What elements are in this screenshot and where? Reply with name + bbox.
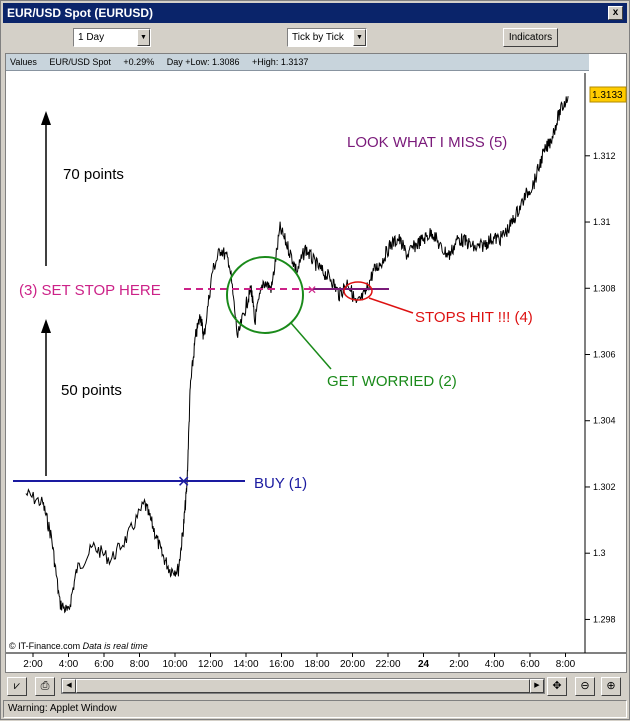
scroll-thumb[interactable] xyxy=(76,679,530,693)
scroll-left-icon[interactable]: ◀ xyxy=(62,679,76,693)
symbol-label: EUR/USD Spot xyxy=(49,57,111,67)
zoom-out-icon[interactable]: ⊖ xyxy=(575,677,595,696)
move-icon[interactable]: ✥ xyxy=(547,677,567,696)
title-bar: EUR/USD Spot (EURUSD) x xyxy=(3,3,627,23)
close-button[interactable]: x xyxy=(608,6,623,20)
chevron-down-icon[interactable]: ▼ xyxy=(137,29,150,46)
change-label: +0.29% xyxy=(123,57,155,67)
values-label: Values xyxy=(10,57,37,67)
chart-area[interactable] xyxy=(5,53,627,673)
period-select[interactable]: 1 Day ▼ xyxy=(73,28,151,47)
status-bar: Warning: Applet Window xyxy=(3,700,627,718)
day-low-label: Day +Low: 1.3086 xyxy=(166,57,240,67)
mode-select[interactable]: Tick by Tick ▼ xyxy=(287,28,367,47)
scroll-right-icon[interactable]: ▶ xyxy=(530,679,544,693)
chart-type-icon[interactable]: ⩗ xyxy=(7,677,27,696)
credit-text: © IT-Finance.com xyxy=(9,641,81,651)
data-credit: © IT-Finance.com Data is real time xyxy=(9,641,148,651)
toolbar: 1 Day ▼ Tick by Tick ▼ Indicators xyxy=(5,25,625,49)
period-value: 1 Day xyxy=(78,32,105,43)
horizontal-scrollbar[interactable]: ◀ ▶ xyxy=(61,678,545,694)
chart-info-bar: Values EUR/USD Spot +0.29% Day +Low: 1.3… xyxy=(6,54,589,71)
indicators-button[interactable]: Indicators xyxy=(503,28,558,47)
print-icon[interactable]: ⎙ xyxy=(35,677,55,696)
realtime-note: Data is real time xyxy=(82,641,148,651)
chevron-down-icon[interactable]: ▼ xyxy=(353,29,366,46)
chart-controls: ⩗ ⎙ ◀ ▶ ✥ ⊖ ⊕ xyxy=(5,675,627,697)
window-title: EUR/USD Spot (EURUSD) xyxy=(7,6,153,20)
high-label: +High: 1.3137 xyxy=(252,57,309,67)
zoom-in-icon[interactable]: ⊕ xyxy=(601,677,621,696)
mode-value: Tick by Tick xyxy=(292,32,344,43)
